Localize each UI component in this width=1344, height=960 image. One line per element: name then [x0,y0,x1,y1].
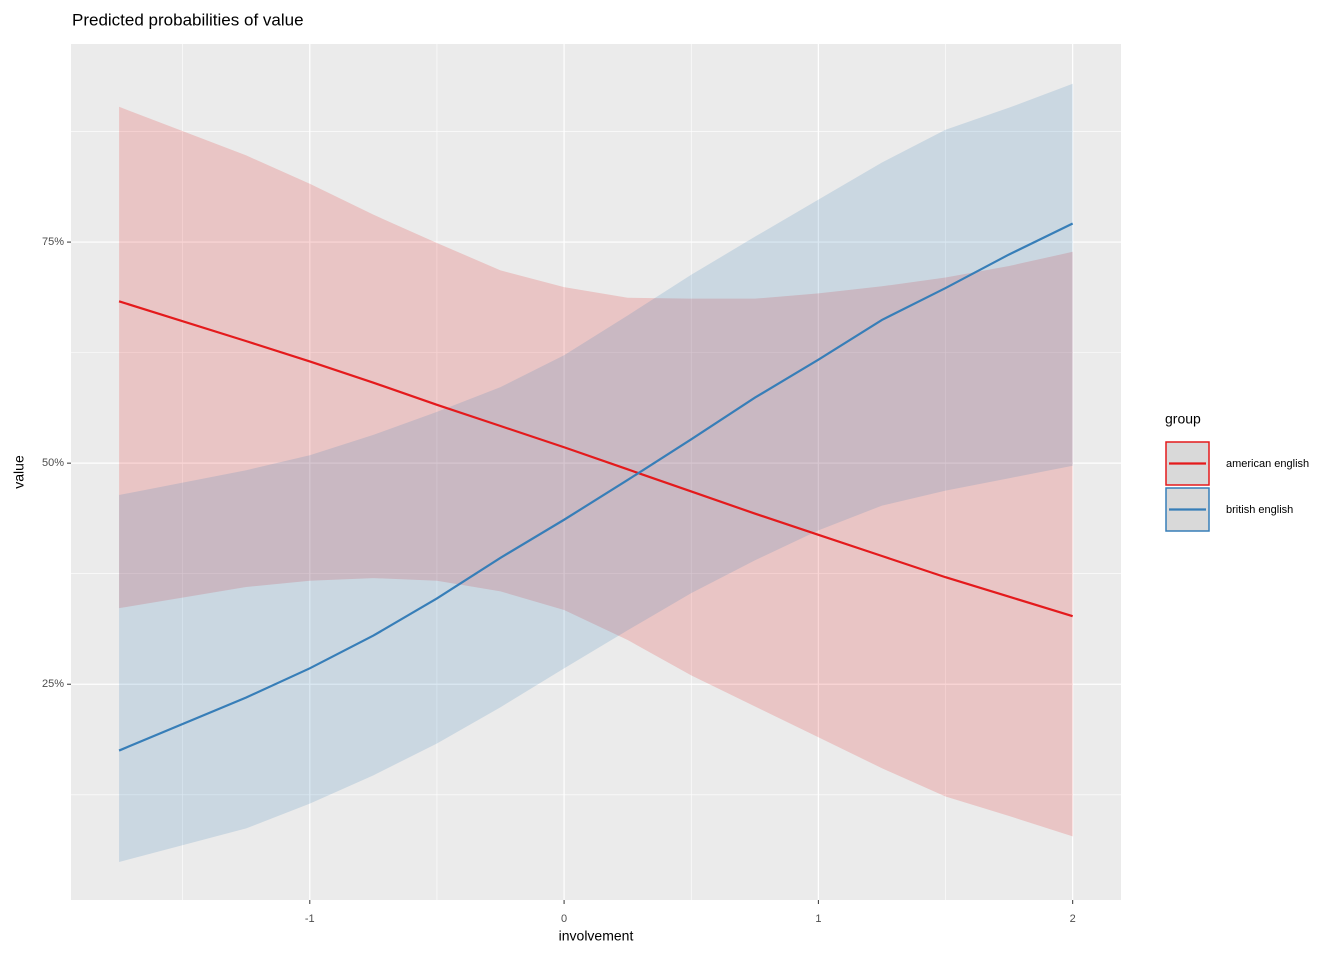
panel [71,44,1121,900]
legend-label: british english [1226,504,1293,516]
y-tick-label: 25% [42,678,64,690]
line [118,300,1074,618]
legend-title: group [1165,411,1201,427]
x-tick-label: 2 [1070,913,1076,925]
y-axis-label: value [11,455,27,489]
line [118,222,1074,752]
x-tick-label: 1 [815,913,821,925]
x-tick-label: 0 [561,913,567,925]
x-tick-label: -1 [305,913,315,925]
y-tick-label: 50% [42,457,64,469]
chart-title: Predicted probabilities of value [72,10,304,29]
confidence-ribbon [119,83,1073,862]
x-axis-label: involvement [559,928,634,944]
legend-label: american english [1226,458,1309,470]
y-tick-label: 75% [42,236,64,248]
confidence-ribbon [119,106,1073,837]
